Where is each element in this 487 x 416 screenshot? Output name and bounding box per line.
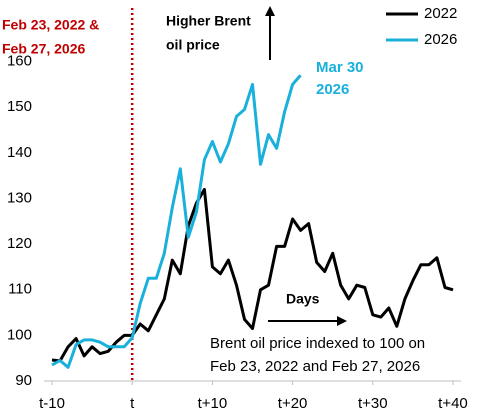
y-tick-label: 100 <box>7 326 32 343</box>
series-line <box>51 74 302 369</box>
note: Feb 23, 2022 and Feb 27, 2026 <box>210 358 420 375</box>
x-tick-label: t+40 <box>438 395 468 412</box>
arrow-head <box>265 6 275 16</box>
y-tick-label: 150 <box>7 98 32 115</box>
end-label: Mar 30 <box>316 59 364 76</box>
x-tick-label: t+20 <box>278 395 308 412</box>
series-line <box>51 187 454 363</box>
end-label: 2026 <box>316 81 349 98</box>
event-label: Feb 27, 2026 <box>2 41 85 57</box>
note: Brent oil price indexed to 100 on <box>210 335 425 352</box>
y-tick-label: 160 <box>7 53 32 70</box>
arrow-head <box>337 316 347 326</box>
legend-label: 2022 <box>424 5 457 22</box>
y-tick-label: 130 <box>7 189 32 206</box>
legend-label: 2026 <box>424 31 457 48</box>
x-tick-label: t+30 <box>358 395 388 412</box>
y-tick-label: 140 <box>7 144 32 161</box>
annotation: Days <box>286 291 320 307</box>
annotation: oil price <box>166 37 220 53</box>
y-tick-label: 110 <box>8 281 32 298</box>
event-label: Feb 23, 2022 & <box>2 17 99 33</box>
x-tick-label: t <box>130 395 135 412</box>
y-tick-label: 120 <box>7 235 32 252</box>
annotation: Higher Brent <box>166 13 251 29</box>
x-tick-label: t+10 <box>198 395 228 412</box>
y-tick-label: 90 <box>15 372 32 389</box>
x-tick-label: t-10 <box>39 395 65 412</box>
